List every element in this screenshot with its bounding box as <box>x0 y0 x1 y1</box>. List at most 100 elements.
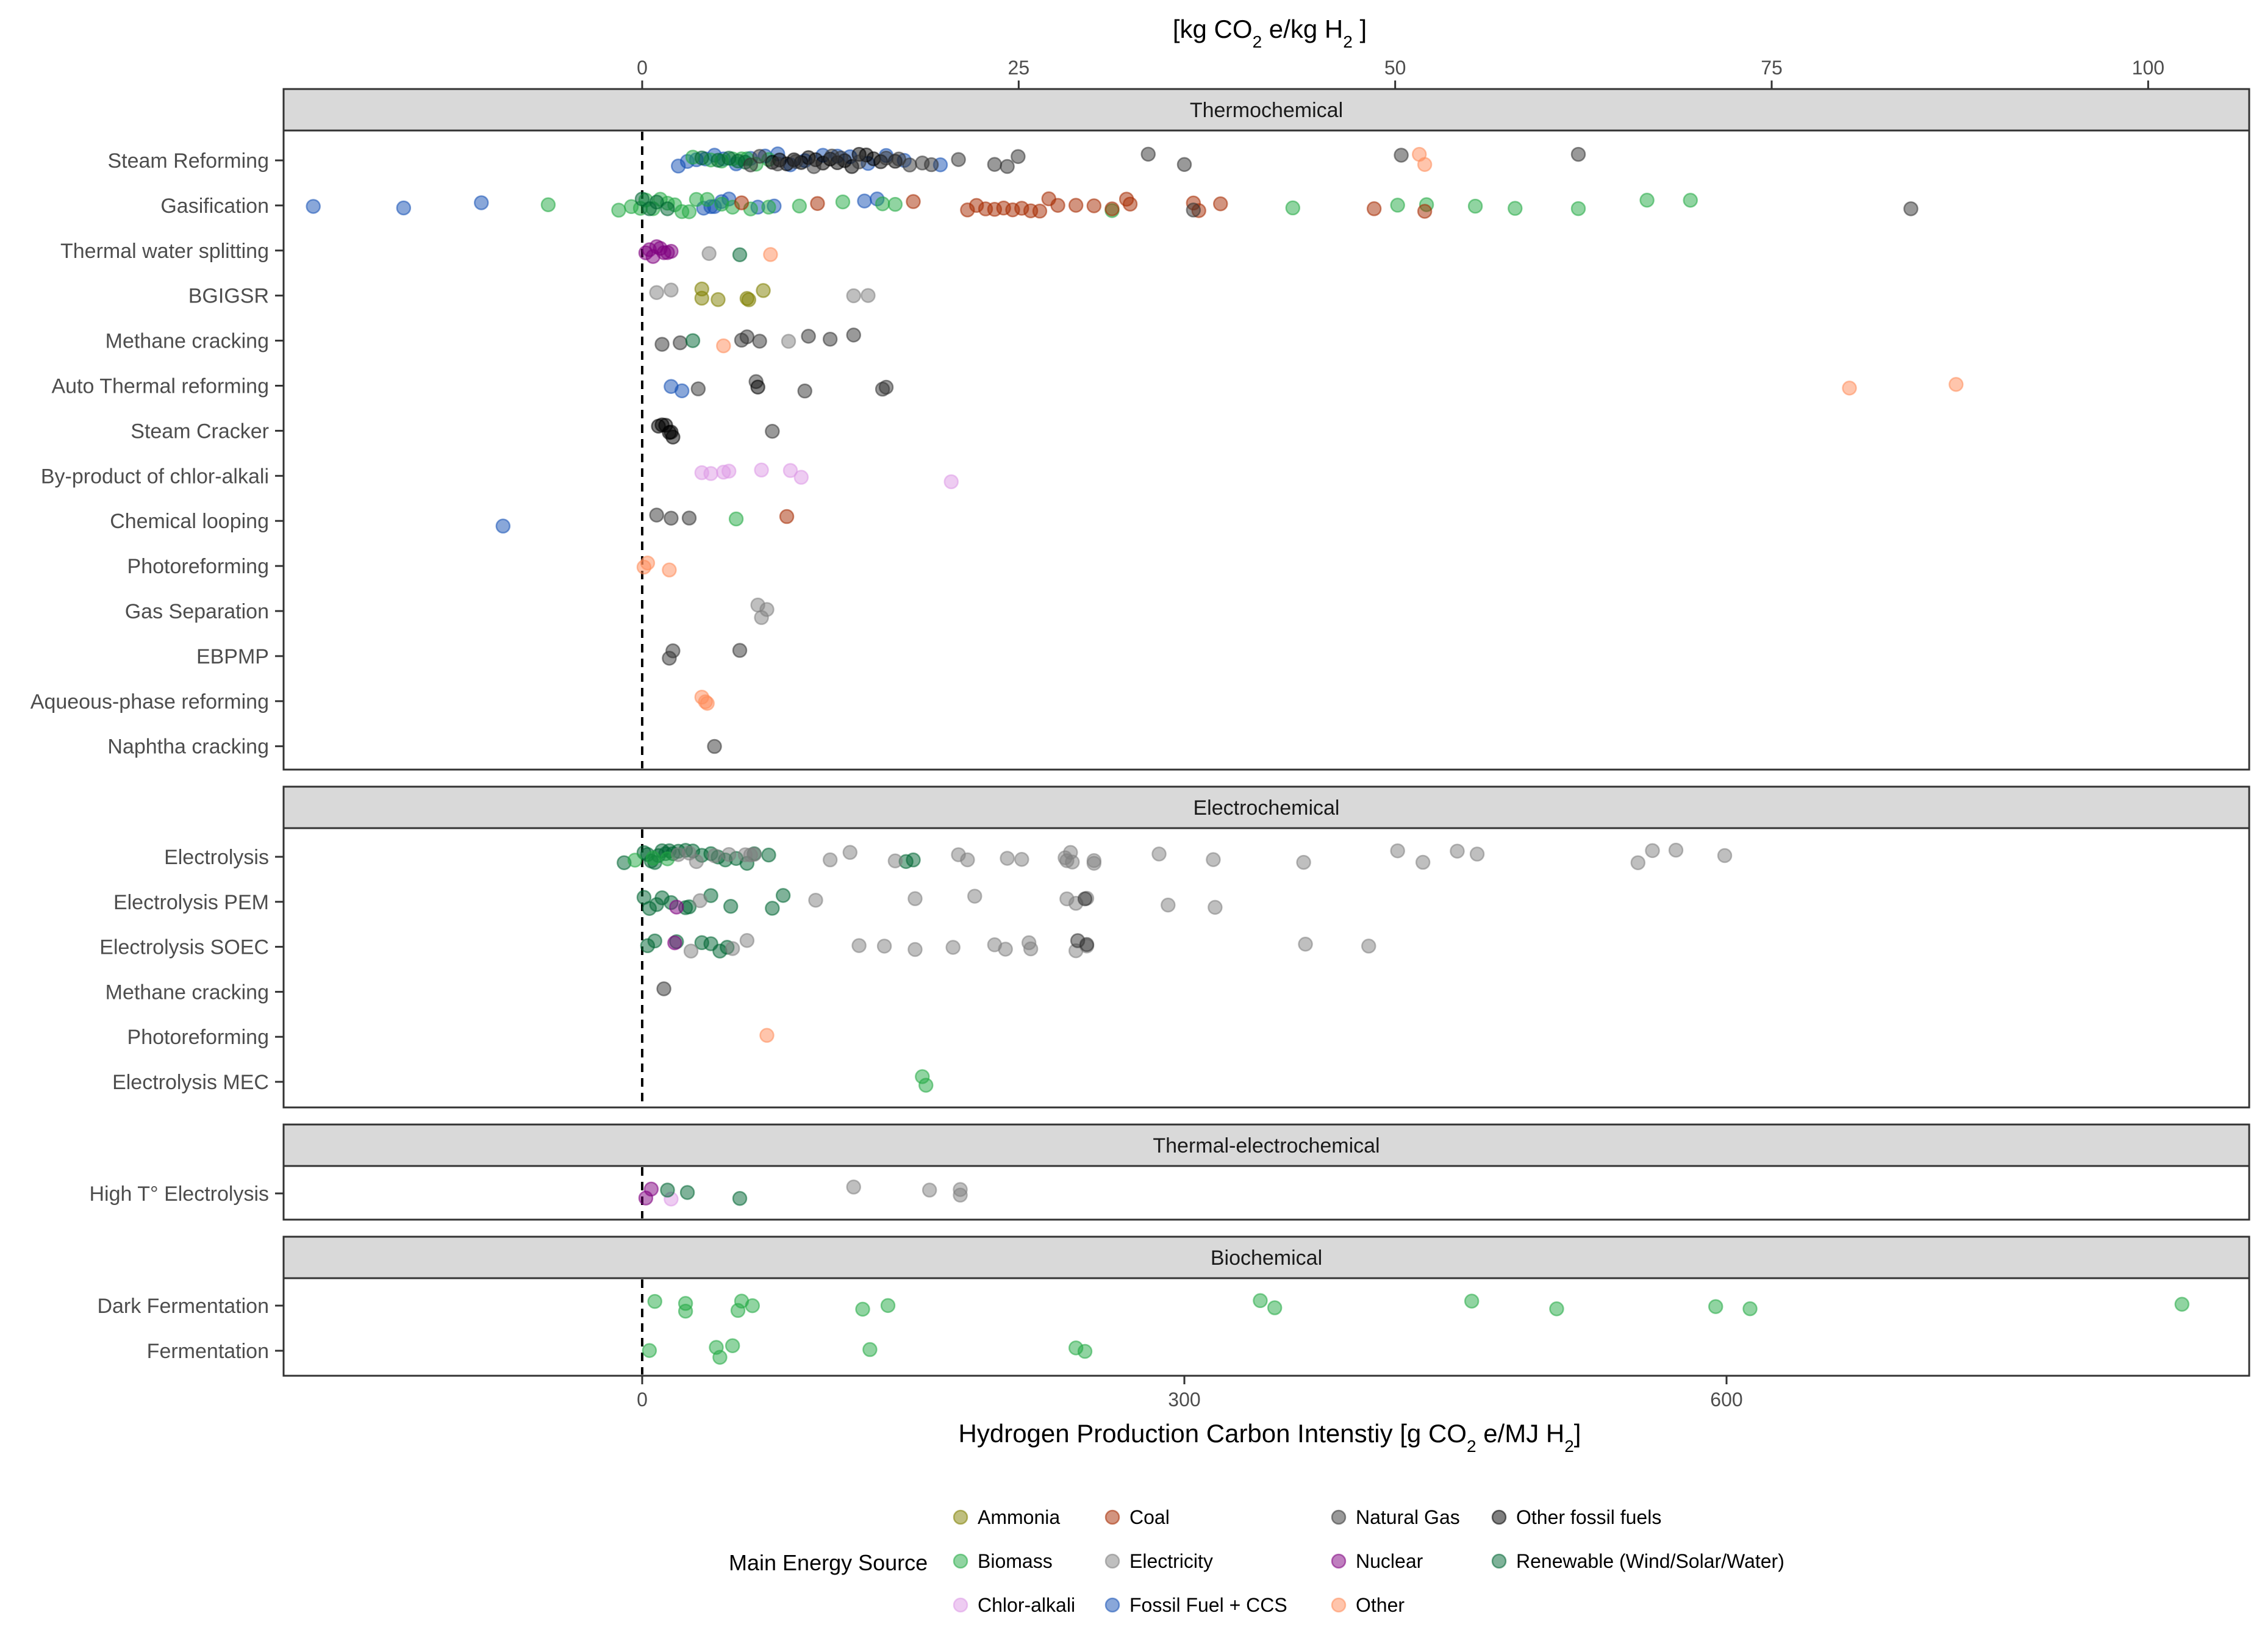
data-point <box>907 891 923 906</box>
data-point <box>822 852 838 868</box>
data-point <box>765 424 780 439</box>
data-point <box>649 285 664 300</box>
data-point <box>1717 848 1733 864</box>
data-point <box>540 197 556 213</box>
legend-label: Natural Gas <box>1356 1506 1460 1528</box>
legend-swatch <box>1491 1553 1507 1569</box>
legend-label: Renewable (Wind/Solar/Water) <box>1516 1550 1784 1572</box>
legend-swatch <box>1331 1597 1347 1613</box>
data-point <box>1639 193 1655 208</box>
data-point <box>1415 854 1431 870</box>
data-point <box>741 292 757 307</box>
data-point <box>683 943 699 959</box>
category-label: Chemical looping <box>110 510 269 533</box>
data-point <box>857 193 872 209</box>
data-point <box>1298 936 1313 952</box>
data-point <box>1570 201 1586 216</box>
data-point <box>759 1028 775 1043</box>
data-point <box>647 1293 662 1309</box>
data-point <box>922 1182 937 1198</box>
data-point <box>923 157 939 173</box>
legend-swatch <box>1104 1553 1120 1569</box>
data-point <box>761 847 776 863</box>
data-point <box>1014 852 1029 867</box>
data-point <box>2174 1296 2190 1312</box>
data-point <box>1104 201 1120 216</box>
category-label: Thermal water splitting <box>60 240 269 263</box>
data-point <box>701 246 717 261</box>
data-point <box>1683 193 1698 208</box>
data-point <box>1394 148 1409 163</box>
data-point <box>943 474 959 490</box>
data-point <box>396 200 412 216</box>
data-point <box>694 290 710 306</box>
data-point <box>906 852 921 868</box>
legend-label: Fossil Fuel + CCS <box>1129 1594 1287 1616</box>
data-point <box>1390 198 1405 213</box>
legend-swatch <box>953 1553 968 1569</box>
bottom-x-tick-label: 600 <box>1710 1389 1742 1411</box>
data-point <box>754 462 769 478</box>
data-point <box>851 154 867 170</box>
data-point <box>643 1181 659 1197</box>
category-label: Photoreforming <box>127 555 269 578</box>
secondary-x-axis-title: [kg CO2 e/kg H2 ] <box>1173 15 1367 51</box>
data-point <box>797 383 812 399</box>
category-label: Electrolysis SOEC <box>99 936 269 959</box>
data-point <box>1450 843 1465 859</box>
data-point <box>1366 201 1382 216</box>
panel-strip <box>282 1235 2250 1279</box>
panel-strip <box>282 88 2250 132</box>
data-point <box>918 1078 934 1093</box>
data-point <box>761 199 776 215</box>
data-point <box>822 331 838 347</box>
data-point <box>746 846 762 862</box>
data-point <box>306 199 321 214</box>
data-point <box>685 333 701 348</box>
top-x-tick-label: 0 <box>637 57 648 79</box>
data-point <box>987 157 1003 172</box>
data-point <box>752 334 767 349</box>
data-point <box>743 157 759 173</box>
data-point <box>1206 852 1221 867</box>
point-layer <box>306 146 2190 1365</box>
data-point <box>998 942 1013 957</box>
data-point <box>732 1191 748 1206</box>
category-label: Methane cracking <box>106 330 269 353</box>
data-point <box>779 509 795 524</box>
data-point <box>679 1185 695 1200</box>
data-point <box>1032 203 1048 219</box>
panel-strip <box>282 785 2250 829</box>
data-point <box>667 935 682 951</box>
data-point <box>1023 941 1039 957</box>
data-point <box>752 149 767 164</box>
data-point <box>656 981 671 996</box>
data-point <box>1417 157 1433 173</box>
data-point <box>835 194 851 210</box>
data-point <box>1161 897 1176 913</box>
legend-swatch <box>1331 1553 1347 1569</box>
legend-swatch <box>1104 1597 1120 1613</box>
category-label: Naphtha cracking <box>107 735 269 759</box>
data-point <box>833 150 849 166</box>
data-point <box>642 1343 657 1358</box>
data-point <box>1151 846 1167 862</box>
category-label: By-product of chlor-alkali <box>41 465 269 488</box>
data-point <box>1077 1343 1093 1359</box>
data-point <box>951 152 966 167</box>
data-point <box>792 198 807 214</box>
data-point <box>700 191 715 207</box>
legend-label: Coal <box>1129 1506 1170 1528</box>
data-point <box>1000 851 1015 866</box>
top-x-tick-label: 50 <box>1384 57 1406 79</box>
data-point <box>878 151 894 166</box>
data-point <box>906 194 921 209</box>
data-point <box>1086 853 1102 868</box>
data-point <box>649 507 664 523</box>
data-point <box>647 933 662 949</box>
data-point <box>1050 198 1065 213</box>
data-point <box>665 643 681 659</box>
data-point <box>1842 381 1857 396</box>
data-point <box>664 510 679 526</box>
